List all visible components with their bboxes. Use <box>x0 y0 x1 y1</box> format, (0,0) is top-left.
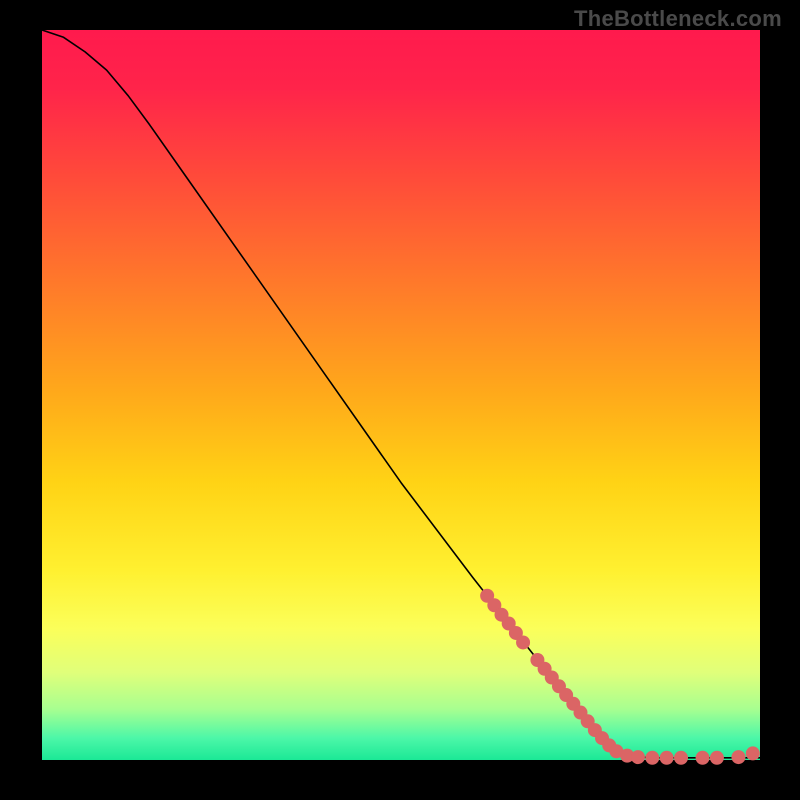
watermark-text: TheBottleneck.com <box>574 6 782 32</box>
data-marker <box>696 751 710 765</box>
data-marker <box>674 751 688 765</box>
gradient-background <box>42 30 760 760</box>
data-marker <box>660 751 674 765</box>
chart-container: TheBottleneck.com <box>0 0 800 800</box>
data-marker <box>731 750 745 764</box>
data-marker <box>645 751 659 765</box>
plot-area <box>42 30 760 760</box>
data-marker <box>631 750 645 764</box>
data-marker <box>516 635 530 649</box>
data-marker <box>746 746 760 760</box>
chart-svg <box>42 30 760 760</box>
data-marker <box>710 751 724 765</box>
